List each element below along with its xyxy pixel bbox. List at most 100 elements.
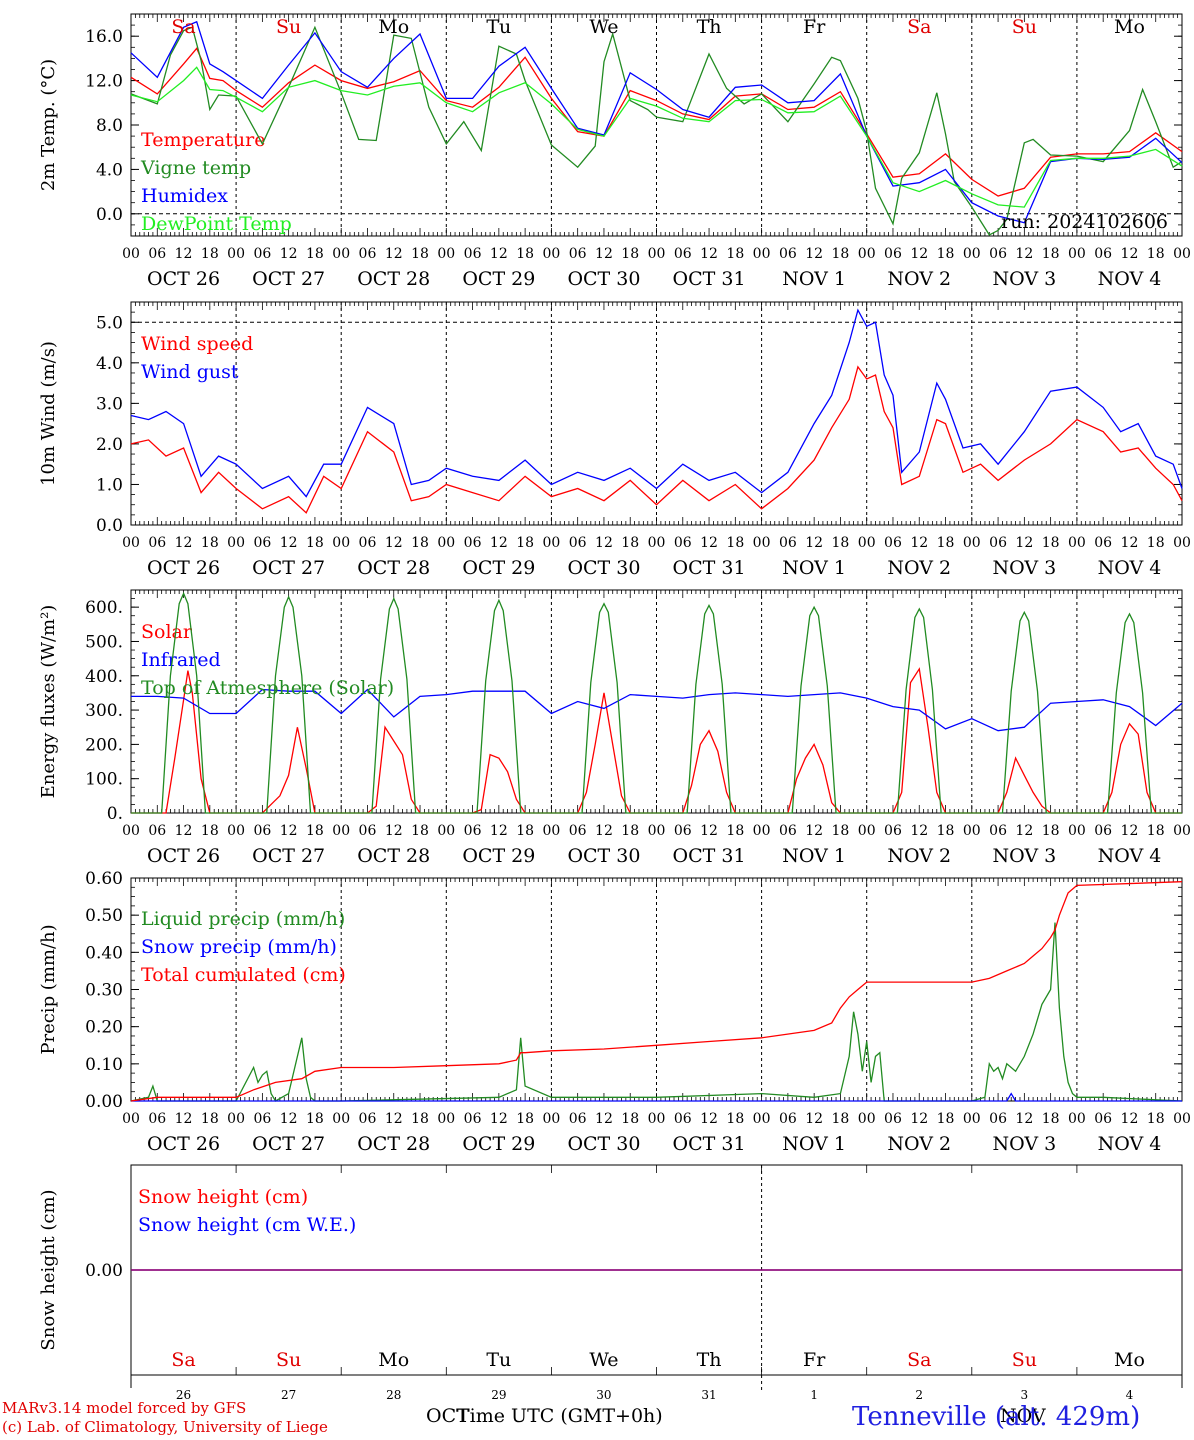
hour-tick-label: 06 xyxy=(148,1111,166,1127)
hour-tick-label: 18 xyxy=(516,535,534,551)
hour-tick-label: 00 xyxy=(753,535,771,551)
panel-frame xyxy=(130,301,1183,526)
hour-tick-label: 18 xyxy=(1147,1111,1165,1127)
hour-tick-label: 12 xyxy=(805,246,823,262)
hour-tick-label: 18 xyxy=(1042,246,1060,262)
y-tick-label: 0.40 xyxy=(85,943,123,963)
day-label: NOV 4 xyxy=(1098,268,1162,290)
hour-tick-label: 00 xyxy=(648,246,666,262)
hour-tick-label: 18 xyxy=(516,1111,534,1127)
hour-tick-label: 00 xyxy=(332,246,350,262)
legend-entry: Solar xyxy=(141,621,193,643)
day-label: NOV 4 xyxy=(1098,845,1162,867)
hour-tick-label: 06 xyxy=(779,823,797,839)
y-tick-label: 4.0 xyxy=(96,160,123,180)
day-label: OCT 29 xyxy=(462,1133,535,1155)
hour-tick-label: 18 xyxy=(832,535,850,551)
day-label: NOV 3 xyxy=(992,1133,1056,1155)
day-label: NOV 3 xyxy=(992,845,1056,867)
hour-tick-label: 00 xyxy=(648,535,666,551)
legend-entry: Snow precip (mm/h) xyxy=(141,936,337,958)
hour-tick-label: 06 xyxy=(884,535,902,551)
hour-tick-label: 06 xyxy=(989,246,1007,262)
y-tick-label: 0.00 xyxy=(85,1261,123,1281)
weekday-label: Th xyxy=(697,16,722,38)
hour-tick-label: 18 xyxy=(621,535,639,551)
hour-tick-label: 00 xyxy=(332,1111,350,1127)
hour-tick-label: 00 xyxy=(227,823,245,839)
hour-tick-label: 18 xyxy=(306,823,324,839)
hour-tick-label: 18 xyxy=(516,823,534,839)
day-label: OCT 30 xyxy=(567,557,640,579)
hour-tick-label: 18 xyxy=(726,535,744,551)
hour-tick-label: 00 xyxy=(1173,1111,1191,1127)
day-label: OCT 28 xyxy=(357,845,430,867)
hour-tick-label: 00 xyxy=(122,535,140,551)
hour-tick-label: 06 xyxy=(674,246,692,262)
hour-tick-label: 00 xyxy=(1173,246,1191,262)
hour-tick-label: 12 xyxy=(175,1111,193,1127)
hour-tick-label: 00 xyxy=(332,535,350,551)
hour-tick-label: 00 xyxy=(227,1111,245,1127)
y-tick-label: 100. xyxy=(85,770,123,790)
weekday-label: Mo xyxy=(378,1349,409,1371)
y-tick-label: 600. xyxy=(85,598,123,618)
y-axis-label: Snow height (cm) xyxy=(38,1189,59,1350)
y-tick-label: 200. xyxy=(85,735,123,755)
hour-tick-label: 00 xyxy=(542,1111,560,1127)
hour-tick-label: 18 xyxy=(726,1111,744,1127)
hour-tick-label: 06 xyxy=(569,823,587,839)
day-label: NOV 4 xyxy=(1098,1133,1162,1155)
day-label: NOV 1 xyxy=(782,557,846,579)
day-label: NOV 3 xyxy=(992,268,1056,290)
y-tick-label: 500. xyxy=(85,632,123,652)
hour-tick-label: 12 xyxy=(805,535,823,551)
weekday-label: Fr xyxy=(803,16,826,38)
hour-tick-label: 18 xyxy=(726,246,744,262)
hour-tick-label: 00 xyxy=(122,1111,140,1127)
day-label: OCT 29 xyxy=(462,845,535,867)
weekday-label: Tu xyxy=(486,16,511,38)
y-tick-label: 300. xyxy=(85,701,123,721)
day-label: NOV 4 xyxy=(1098,557,1162,579)
legend-entry: Infrared xyxy=(141,649,221,671)
y-axis-label: Precip (mm/h) xyxy=(38,924,59,1054)
y-tick-label: 0.0 xyxy=(96,205,123,225)
hour-tick-label: 06 xyxy=(1094,823,1112,839)
y-tick-label: 0.50 xyxy=(85,906,123,926)
hour-tick-label: 06 xyxy=(674,535,692,551)
day-label: NOV 2 xyxy=(887,557,951,579)
series-line xyxy=(130,20,1183,224)
hour-tick-label: 06 xyxy=(884,1111,902,1127)
day-label: OCT 27 xyxy=(252,845,325,867)
weekday-label: Mo xyxy=(1114,1349,1145,1371)
weekday-label: Mo xyxy=(1114,16,1145,38)
hour-tick-label: 06 xyxy=(359,246,377,262)
hour-tick-label: 06 xyxy=(464,1111,482,1127)
hour-tick-label: 12 xyxy=(700,823,718,839)
day-label: NOV 1 xyxy=(782,845,846,867)
hour-tick-label: 06 xyxy=(674,823,692,839)
hour-tick-label: 00 xyxy=(858,246,876,262)
day-label: OCT 30 xyxy=(567,268,640,290)
hour-tick-label: 06 xyxy=(674,1111,692,1127)
hour-tick-label: 12 xyxy=(175,246,193,262)
hour-tick-label: 18 xyxy=(1147,246,1165,262)
hour-tick-label: 00 xyxy=(122,246,140,262)
day-label: NOV 2 xyxy=(887,1133,951,1155)
month-label-nov: NOV xyxy=(1000,1405,1046,1427)
hour-tick-label: 12 xyxy=(490,823,508,839)
hour-tick-label: 06 xyxy=(569,535,587,551)
hour-tick-label: 00 xyxy=(437,535,455,551)
hour-tick-label: 06 xyxy=(253,535,271,551)
hour-tick-label: 00 xyxy=(542,535,560,551)
hour-tick-label: 06 xyxy=(779,535,797,551)
hour-tick-label: 00 xyxy=(858,1111,876,1127)
hour-tick-label: 18 xyxy=(201,823,219,839)
hour-tick-label: 18 xyxy=(411,535,429,551)
weekday-label: Sa xyxy=(907,1349,931,1371)
hour-tick-label: 00 xyxy=(122,823,140,839)
hour-tick-label: 00 xyxy=(227,535,245,551)
hour-tick-label: 12 xyxy=(490,246,508,262)
day-label: OCT 28 xyxy=(357,557,430,579)
